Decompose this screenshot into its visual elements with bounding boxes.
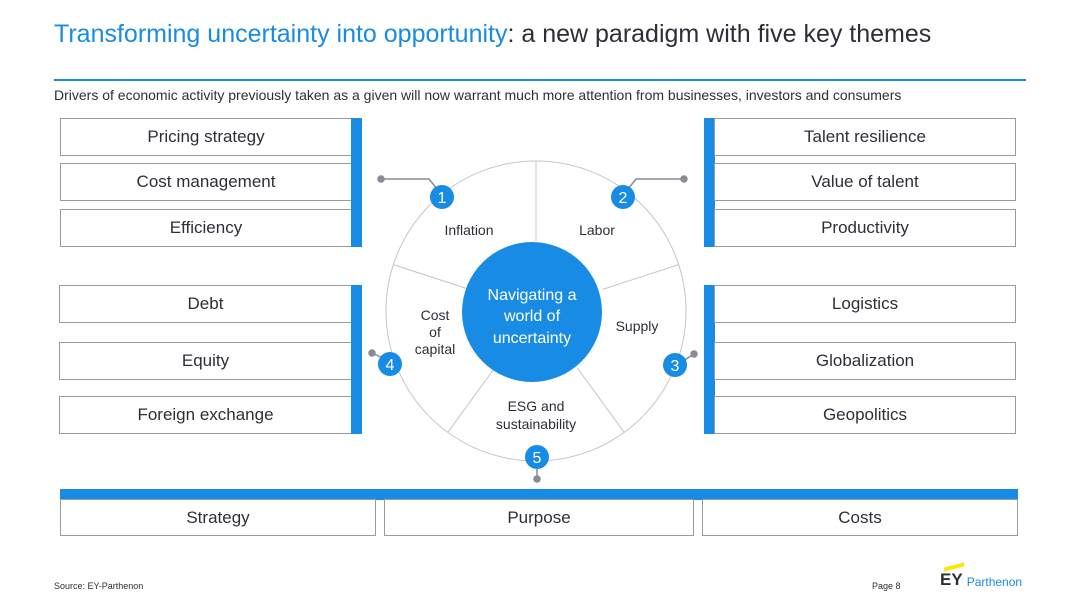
source-note: Source: EY-Parthenon — [54, 581, 143, 591]
badge-1-number: 1 — [438, 190, 447, 207]
badge-1: 1 — [430, 185, 454, 209]
badge-2: 2 — [611, 185, 635, 209]
badge-2-number: 2 — [619, 190, 628, 207]
ey-logo-mark: EY — [940, 570, 963, 590]
segment-label-esg-line-2: sustainability — [496, 416, 576, 432]
badge-4: 4 — [378, 352, 402, 376]
logo-ey-text: EY — [940, 570, 963, 589]
page-number: Page 8 — [872, 581, 901, 591]
logo-parthenon-text: Parthenon — [967, 575, 1022, 589]
center-line-2: world of — [503, 308, 561, 325]
badge-5: 5 — [525, 445, 549, 469]
segment-label-supply: Supply — [616, 318, 659, 334]
segment-label-cost-line-3: capital — [415, 341, 455, 357]
ey-parthenon-logo: EY Parthenon — [940, 570, 1022, 590]
center-line-3: uncertainty — [493, 330, 571, 347]
segment-label-cost-line-2: of — [429, 324, 441, 340]
badge-4-number: 4 — [386, 357, 395, 374]
segment-label-cost-line-1: Cost — [421, 307, 450, 323]
segment-label-inflation: Inflation — [444, 222, 493, 238]
center-line-1: Navigating a — [488, 287, 577, 304]
badge-3: 3 — [663, 353, 687, 377]
segment-label-esg-line-1: ESG and — [508, 398, 565, 414]
badge-5-number: 5 — [533, 450, 542, 467]
segment-label-labor: Labor — [579, 222, 615, 238]
badge-3-number: 3 — [671, 358, 680, 375]
